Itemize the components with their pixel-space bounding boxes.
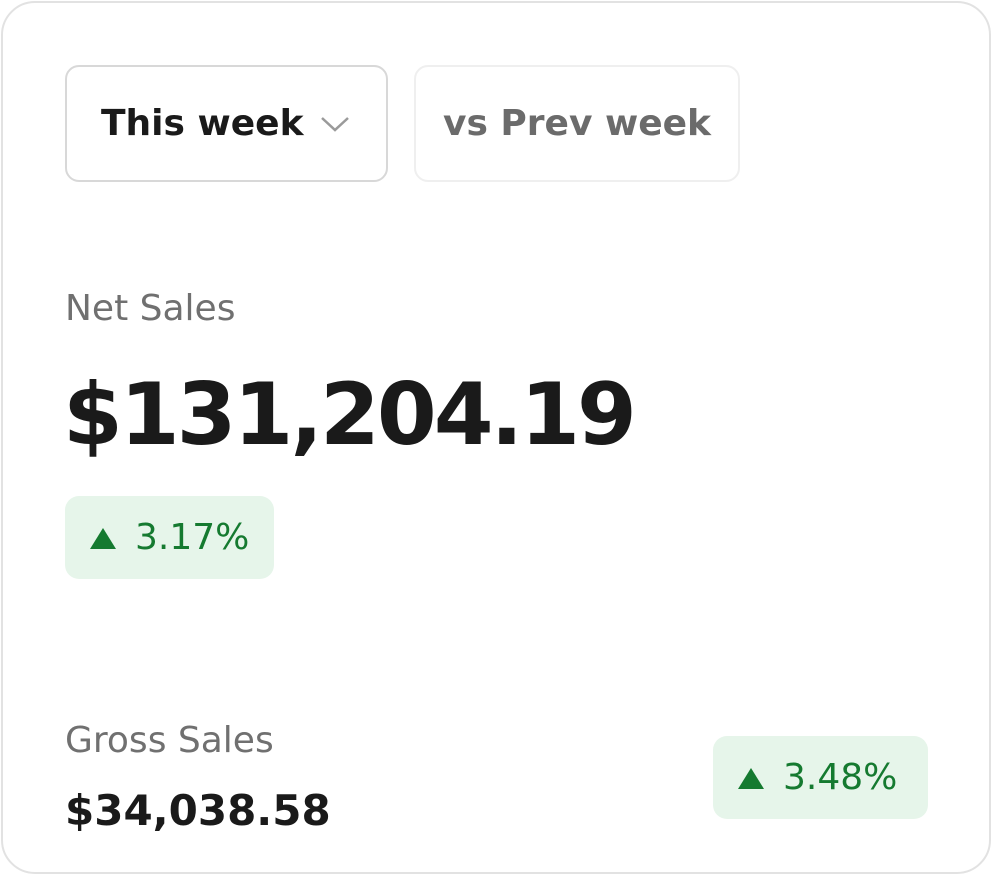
metric-label: Gross Sales xyxy=(65,720,274,761)
change-badge: 3.17% xyxy=(65,496,274,579)
chevron-icon xyxy=(321,117,349,132)
metric-value: $34,038.58 xyxy=(65,786,331,835)
period-label: This week xyxy=(101,103,304,144)
comparison-button[interactable]: vs Prev week xyxy=(414,65,740,182)
comparison-label: vs Prev week xyxy=(442,103,711,144)
metric-value: $131,204.19 xyxy=(63,365,637,465)
up-arrow-icon xyxy=(90,527,116,549)
change-value: 3.17% xyxy=(135,517,250,558)
period-select[interactable]: This week xyxy=(65,65,388,182)
change-value: 3.48% xyxy=(783,757,898,798)
change-badge: 3.48% xyxy=(713,736,928,819)
up-arrow-icon xyxy=(738,767,764,789)
metric-label: Net Sales xyxy=(65,288,236,329)
